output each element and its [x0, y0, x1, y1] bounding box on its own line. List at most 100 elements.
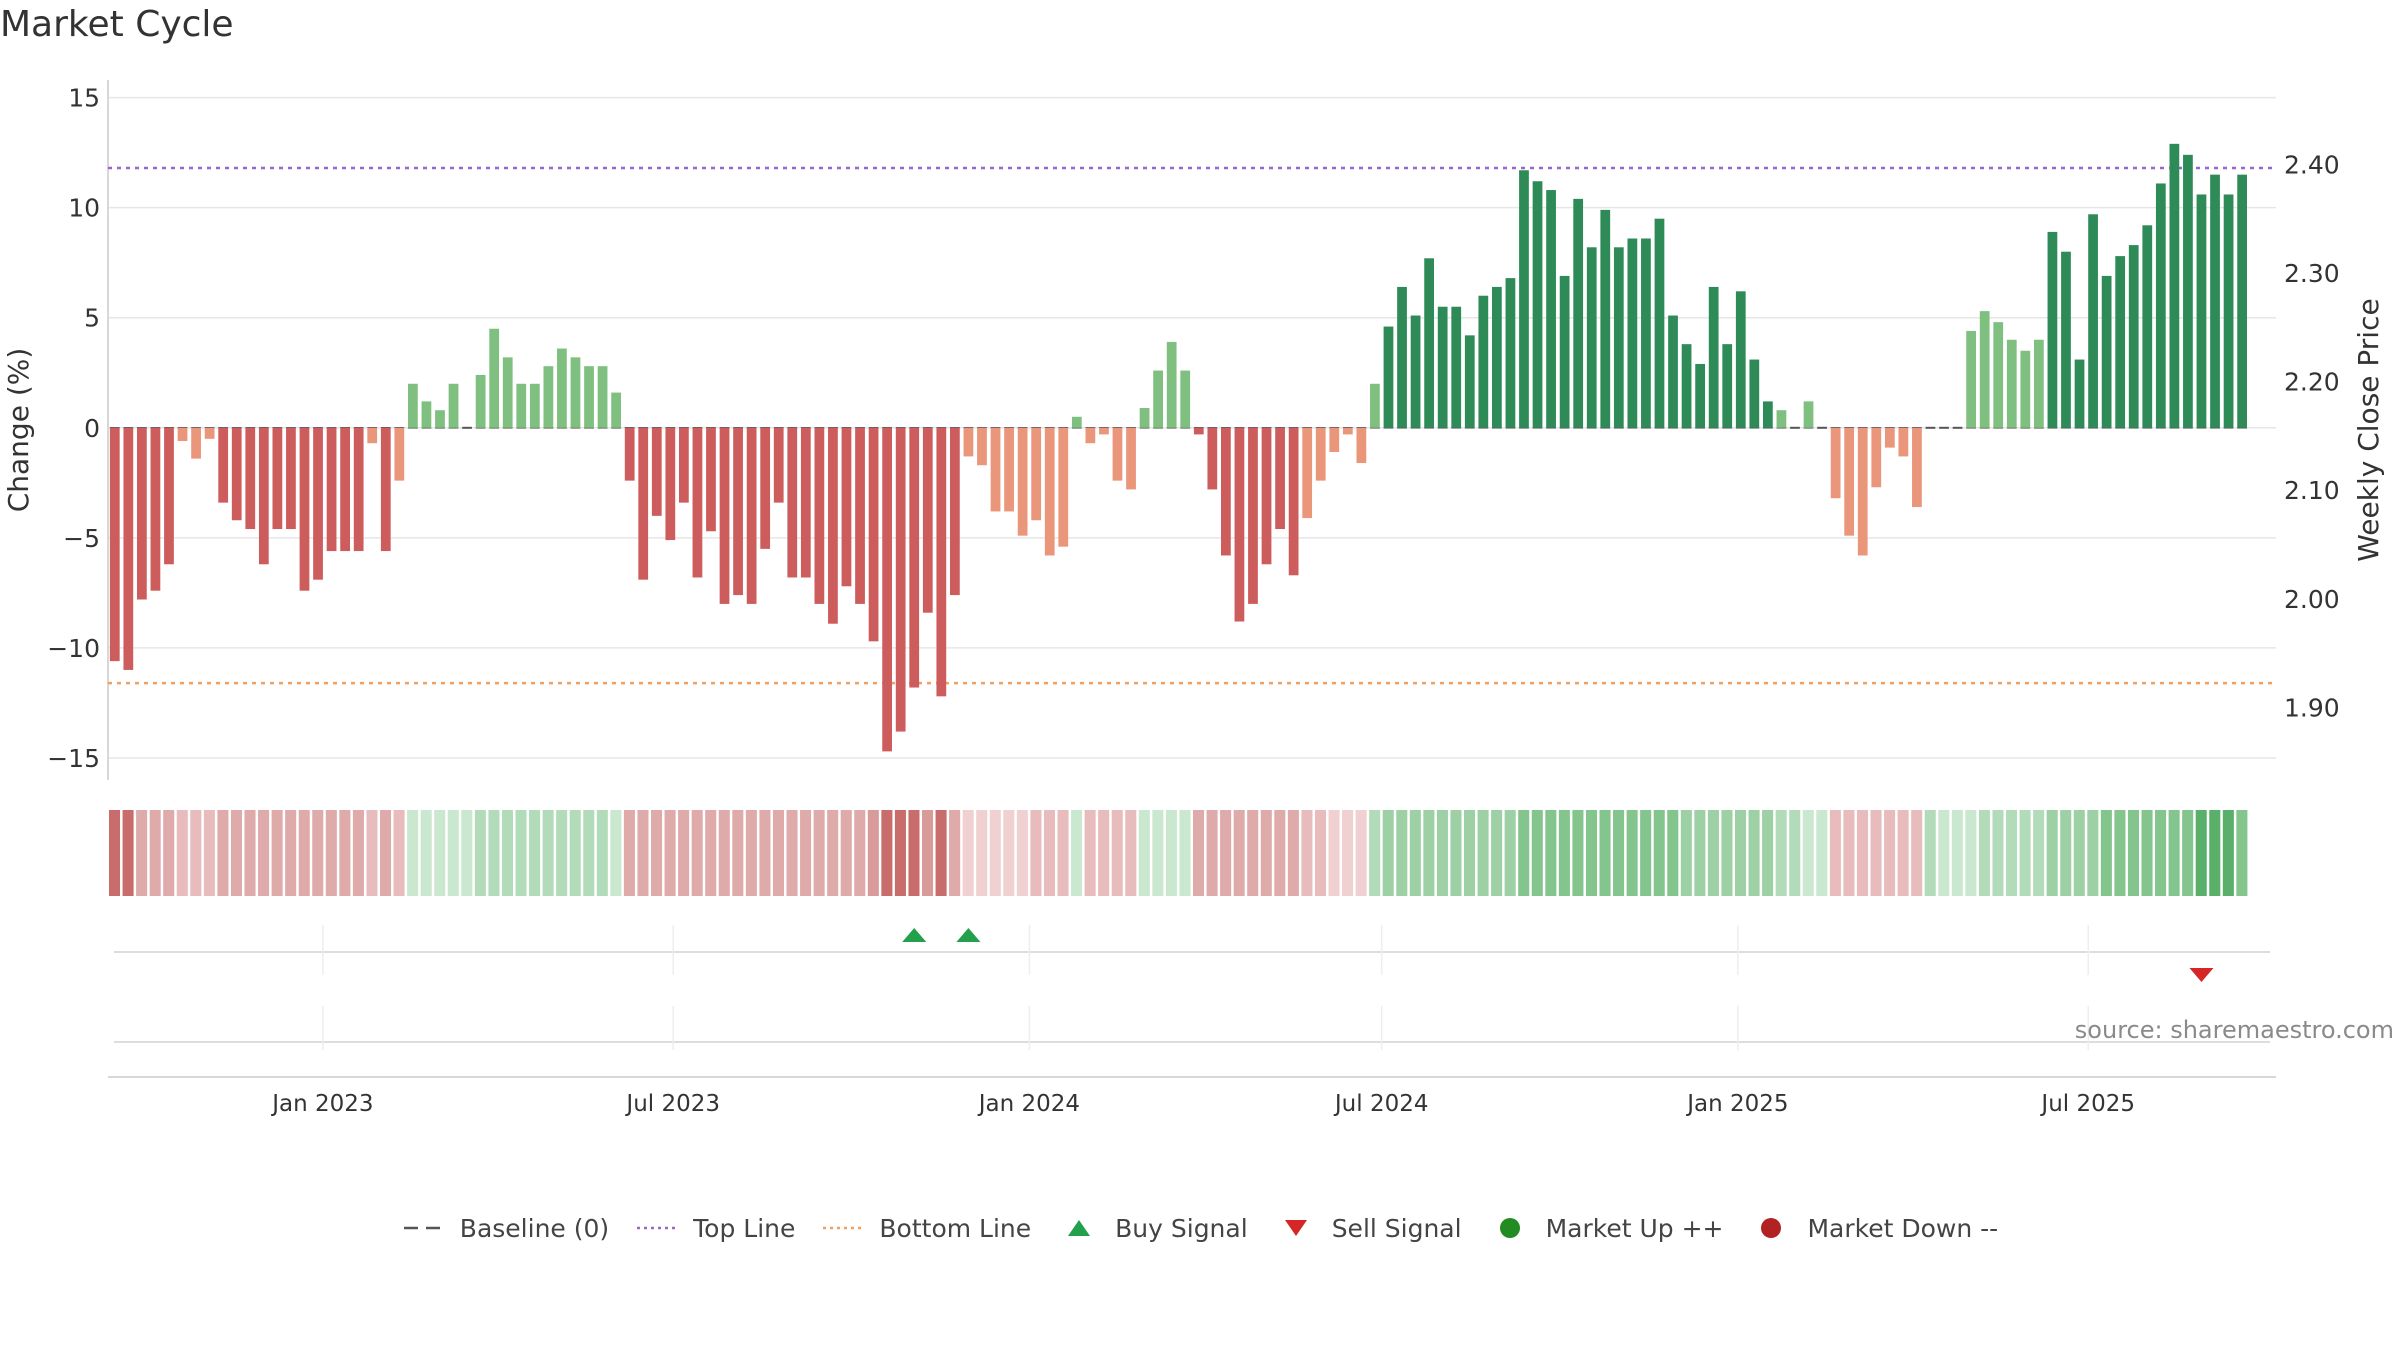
heat-cell — [651, 810, 663, 896]
heat-cell — [109, 810, 121, 896]
bar — [2101, 275, 2112, 428]
bar — [2047, 231, 2058, 428]
bar — [1153, 370, 1164, 428]
x-tick-label: Jan 2023 — [270, 1091, 373, 1117]
y-tick-label-right: 2.30 — [2284, 259, 2340, 288]
heat-cell — [312, 810, 324, 896]
legend-label-bottom-line: Bottom Line — [879, 1213, 1032, 1243]
heat-cell — [203, 810, 215, 896]
bar — [1491, 286, 1502, 428]
heat-cell — [1301, 810, 1313, 896]
legend-label-market-down: Market Down -- — [1807, 1213, 1999, 1243]
bar — [936, 427, 947, 697]
heat-cell — [1084, 810, 1096, 896]
heat-cell — [1003, 810, 1015, 896]
bar — [1261, 427, 1272, 565]
heat-cell — [1992, 810, 2004, 896]
bar — [1532, 181, 1543, 428]
heat-cell — [2168, 810, 2180, 896]
bar — [313, 427, 323, 580]
bar — [1762, 401, 1773, 428]
heat-cell — [1843, 810, 1855, 896]
heat-cell — [556, 810, 568, 896]
heat-cell — [2195, 810, 2207, 896]
x-tick-label: Jul 2023 — [624, 1091, 720, 1117]
heat-cell — [1572, 810, 1584, 896]
heat-cell — [1071, 810, 1083, 896]
bar — [2115, 256, 2126, 428]
bar — [1248, 427, 1258, 604]
heat-cell — [1802, 810, 1814, 896]
heat-cell — [569, 810, 581, 896]
bar — [1627, 238, 1638, 428]
heat-cell — [420, 810, 432, 896]
heat-cell — [610, 810, 622, 896]
heat-cell — [894, 810, 906, 896]
bar — [502, 357, 513, 428]
source-note: source: sharemaestro.com — [2074, 1016, 2394, 1044]
heat-cell — [1477, 810, 1489, 896]
heat-cell — [163, 810, 175, 896]
heat-cell — [772, 810, 784, 896]
heat-cell — [1856, 810, 1868, 896]
bar — [1830, 427, 1841, 499]
legend-item-bottom-line: Bottom Line — [821, 1214, 1031, 1243]
bar — [719, 427, 730, 604]
bar — [787, 427, 798, 578]
heat-cell — [2182, 810, 2194, 896]
y-tick-label-right: 2.20 — [2284, 368, 2340, 397]
bar — [231, 427, 242, 521]
heat-cell — [1626, 810, 1638, 896]
x-tick-label: Jan 2025 — [1685, 1091, 1788, 1117]
bar — [435, 410, 445, 428]
heat-cell — [1707, 810, 1719, 896]
heat-cell — [1111, 810, 1123, 896]
heat-cell — [1965, 810, 1977, 896]
x-tick-label: Jan 2024 — [977, 1091, 1080, 1117]
heat-cell — [122, 810, 134, 896]
bar — [1207, 427, 1218, 490]
heat-cell — [1342, 810, 1354, 896]
heat-cell — [962, 810, 974, 896]
bar — [1912, 427, 1922, 508]
bar — [2088, 214, 2098, 428]
bar — [1654, 218, 1665, 428]
bar — [529, 383, 540, 428]
triangle-down-icon — [1284, 1220, 1307, 1236]
bar — [1302, 427, 1313, 519]
heat-cell — [1748, 810, 1760, 896]
heat-cell — [1057, 810, 1069, 896]
heat-cell — [637, 810, 649, 896]
heat-cell — [989, 810, 1001, 896]
bar — [855, 427, 865, 604]
bar — [1275, 427, 1285, 530]
legend-label-baseline: Baseline (0) — [459, 1213, 610, 1243]
bar — [1668, 315, 1678, 428]
heat-cell — [2019, 810, 2031, 896]
heat-cell — [1220, 810, 1232, 896]
bar — [651, 427, 662, 516]
bar — [1329, 427, 1340, 453]
bar — [1681, 344, 1692, 428]
bar — [1085, 427, 1096, 444]
bar — [1356, 427, 1367, 464]
bar — [963, 427, 974, 457]
bar — [340, 427, 351, 552]
bar — [1519, 170, 1529, 428]
legend-label-market-up: Market Up ++ — [1545, 1213, 1724, 1243]
bar — [353, 427, 364, 552]
heat-cell — [1287, 810, 1299, 896]
heat-cell — [718, 810, 730, 896]
heat-cell — [501, 810, 513, 896]
heat-cell — [1667, 810, 1679, 896]
bar — [1613, 247, 1624, 428]
heat-cell — [1152, 810, 1164, 896]
bar — [407, 383, 418, 428]
heat-cell — [1436, 810, 1448, 896]
heat-cell — [1680, 810, 1692, 896]
bar — [1288, 427, 1299, 576]
bar — [2061, 251, 2071, 428]
heat-cell — [2046, 810, 2058, 896]
bar — [773, 427, 784, 503]
